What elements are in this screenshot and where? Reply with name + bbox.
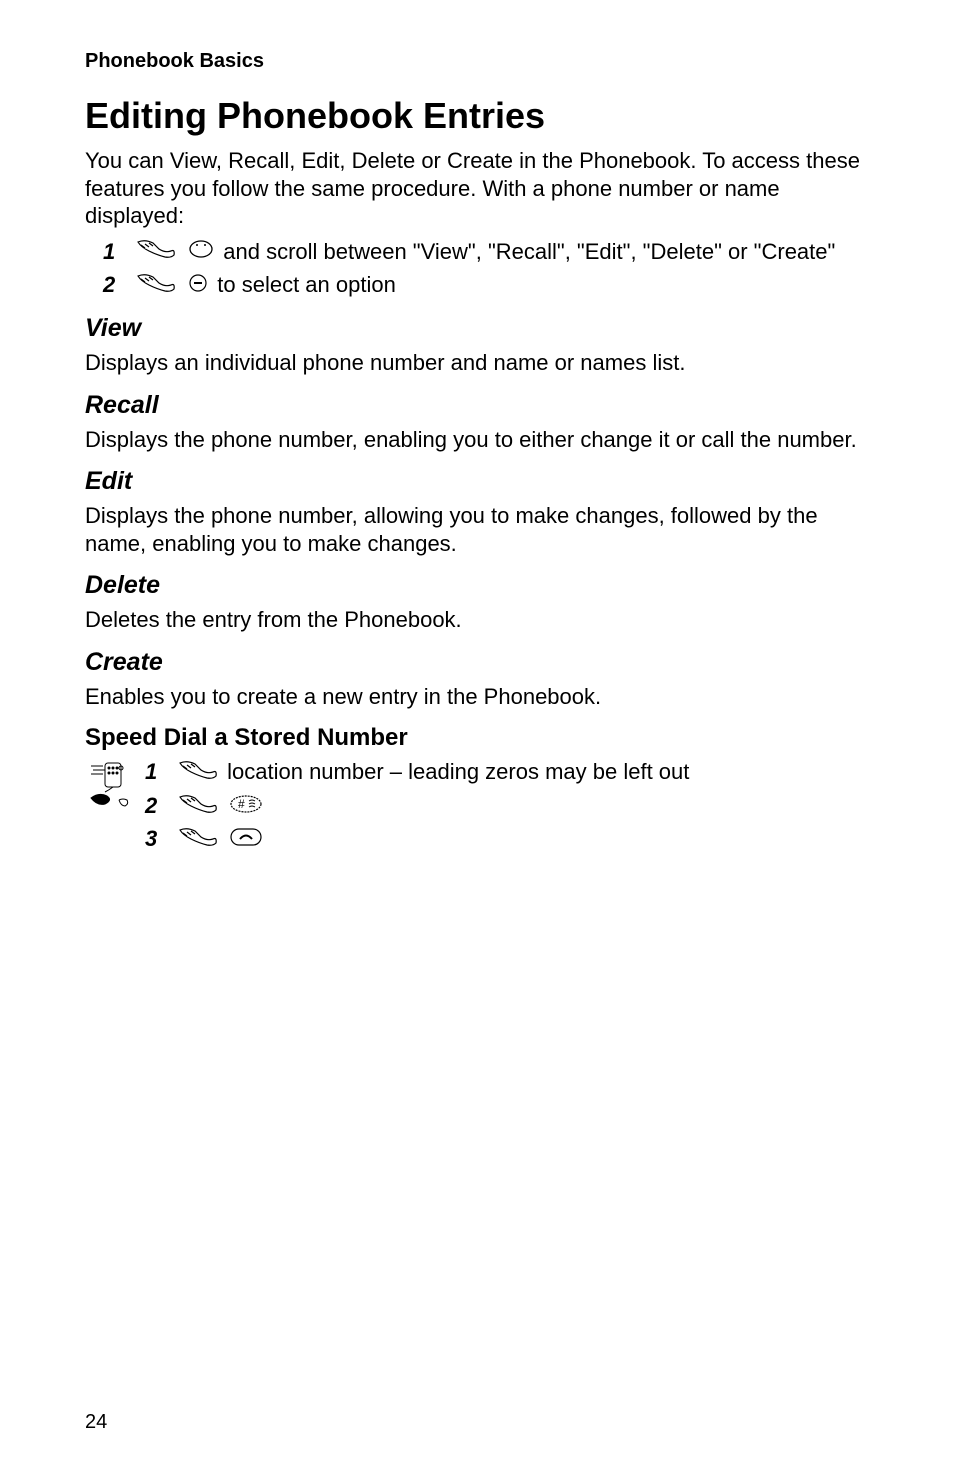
svg-text:#: # bbox=[238, 797, 245, 811]
speeddial-section: Speed Dial a Stored Number 1 bbox=[85, 724, 874, 858]
page-title: Editing Phonebook Entries bbox=[85, 95, 874, 137]
subsection-text: Displays the phone number, allowing you … bbox=[85, 502, 874, 557]
hash-key-icon: # bbox=[229, 793, 263, 822]
step-content: # bbox=[175, 792, 874, 821]
press-icon bbox=[177, 759, 219, 788]
intro-text: You can View, Recall, Edit, Delete or Cr… bbox=[85, 147, 874, 230]
speeddial-title: Speed Dial a Stored Number bbox=[85, 724, 874, 752]
step-text: and scroll between "View", "Recall", "Ed… bbox=[223, 239, 835, 264]
subsection-title: View bbox=[85, 314, 874, 343]
step-content bbox=[175, 825, 874, 854]
subsection-create: Create Enables you to create a new entry… bbox=[85, 648, 874, 711]
step-number: 2 bbox=[145, 792, 169, 821]
call-key-icon bbox=[229, 826, 263, 855]
subsection-text: Enables you to create a new entry in the… bbox=[85, 683, 874, 711]
subsection-view: View Displays an individual phone number… bbox=[85, 314, 874, 377]
step-content: to select an option bbox=[133, 271, 874, 300]
step-text: to select an option bbox=[217, 272, 396, 297]
press-icon bbox=[135, 272, 177, 301]
step-row: 1 and scroll between "View", "Recall", "… bbox=[103, 238, 874, 267]
quickstep-steps: 1 location number – leading zeros may be… bbox=[145, 758, 874, 858]
step-number: 1 bbox=[145, 758, 169, 787]
subsection-recall: Recall Displays the phone number, enabli… bbox=[85, 391, 874, 454]
press-icon bbox=[177, 793, 219, 822]
subsection-title: Recall bbox=[85, 391, 874, 420]
page-number: 24 bbox=[85, 1411, 107, 1434]
subsection-text: Deletes the entry from the Phonebook. bbox=[85, 606, 874, 634]
step-number: 3 bbox=[145, 825, 169, 854]
ring-icon bbox=[187, 238, 215, 267]
step-row: 1 location number – leading zeros may be… bbox=[145, 758, 874, 787]
subsection-text: Displays an individual phone number and … bbox=[85, 349, 874, 377]
press-icon bbox=[177, 826, 219, 855]
step-row: 2 # bbox=[145, 792, 874, 821]
step-row: 3 bbox=[145, 825, 874, 854]
step-number: 2 bbox=[103, 271, 127, 300]
subsection-title: Edit bbox=[85, 467, 874, 496]
subsection-title: Delete bbox=[85, 571, 874, 600]
step-content: and scroll between "View", "Recall", "Ed… bbox=[133, 238, 874, 267]
subsection-text: Displays the phone number, enabling you … bbox=[85, 426, 874, 454]
subsection-edit: Edit Displays the phone number, allowing… bbox=[85, 467, 874, 557]
step-list: 1 and scroll between "View", "Recall", "… bbox=[85, 238, 874, 301]
quickstep-margin-icon bbox=[85, 758, 145, 817]
step-row: 2 to select an option bbox=[103, 271, 874, 300]
select-key-icon bbox=[187, 272, 209, 301]
step-content: location number – leading zeros may be l… bbox=[175, 758, 874, 787]
step-text: location number – leading zeros may be l… bbox=[227, 759, 689, 784]
subsection-title: Create bbox=[85, 648, 874, 677]
subsection-delete: Delete Deletes the entry from the Phoneb… bbox=[85, 571, 874, 634]
section-header: Phonebook Basics bbox=[85, 50, 874, 73]
step-number: 1 bbox=[103, 238, 127, 267]
quickstep-container: 1 location number – leading zeros may be… bbox=[85, 758, 874, 858]
press-icon bbox=[135, 238, 177, 267]
